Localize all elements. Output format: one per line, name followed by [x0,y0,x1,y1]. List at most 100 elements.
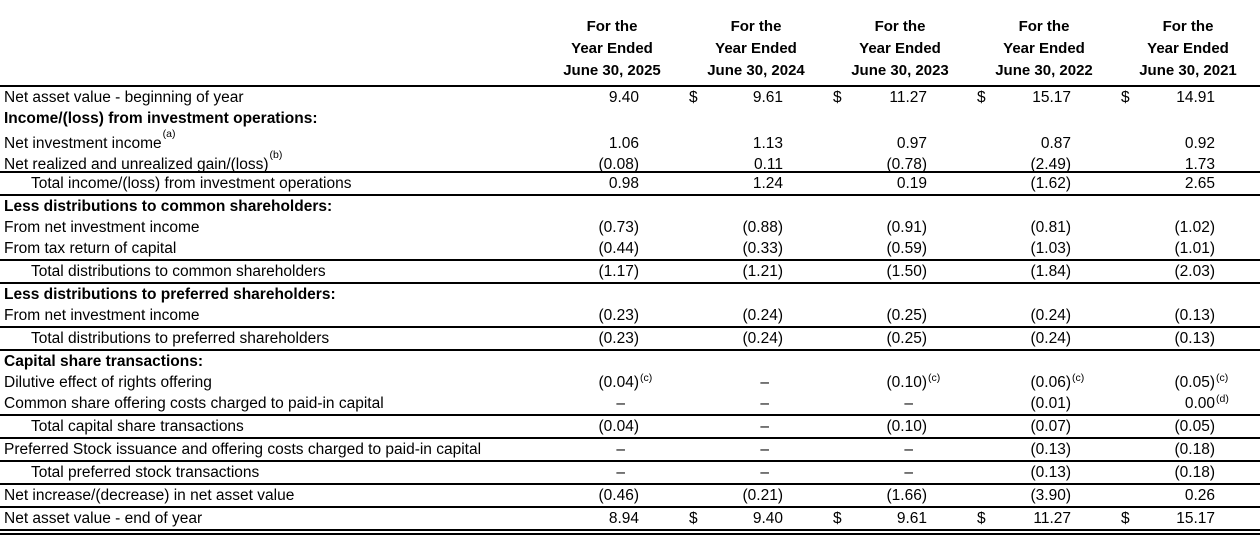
value-cell: (0.46) [540,485,684,506]
cell-value: (0.04) (c) [599,372,653,393]
cell-value: 0.92 [1184,135,1215,153]
value-cell: (0.04) [540,416,684,437]
cell-value: (0.01) [1030,395,1072,412]
value-cell: (1.84) [972,261,1116,282]
cell-value: (0.91) [886,219,928,236]
cell-value: (1.62) [1030,175,1072,192]
row-label: Total income/(loss) from investment oper… [31,175,352,192]
cell-value: – [760,374,769,391]
value-cell: (0.07) [972,416,1116,437]
table-row: Capital share transactions: [0,351,1260,372]
dollar-sign: $ [833,89,842,106]
cell-value: – [616,441,625,458]
row-label: Net increase/(decrease) in net asset val… [4,487,295,504]
value-cell: – [684,393,828,414]
value-cell: (1.02) [1116,217,1260,238]
column-header: For the Year Ended June 30, 2021 [1139,18,1237,79]
cell-value: – [760,395,769,412]
cell-value: (3.90) [1030,487,1072,504]
cell-value: (0.08) [598,156,640,174]
cell-value: (0.88) [742,219,784,236]
cell-value: (0.05) (c) [1175,372,1229,393]
row-label: Total distributions to preferred shareho… [31,330,330,347]
value-cell: 1.73 [1116,154,1260,175]
cell-value: (1.84) [1030,263,1072,280]
cell-value: 14.91 [1176,89,1215,106]
value-cell: (0.18) [1116,462,1260,483]
footnote-marker: (a) [162,129,176,140]
value-cell: $9.61 [684,87,828,108]
cell-value: (0.24) [1030,307,1072,324]
cell-value: (0.21) [742,487,784,504]
row-label: From net investment income [4,307,200,324]
row-label: Income/(loss) from investment operations… [4,110,318,127]
dollar-sign: $ [689,89,698,106]
cell-value: 1.06 [608,135,639,153]
row-label: Dilutive effect of rights offering [4,374,212,391]
cell-value: – [760,418,769,435]
cell-value: (1.21) [742,263,784,280]
value-cell: 1.06 [540,133,684,154]
value-cell: (1.21) [684,261,828,282]
value-cell: (0.13) [972,462,1116,483]
cell-value: 11.27 [1033,510,1071,527]
cell-value: (0.06) (c) [1031,372,1085,393]
cell-value: – [904,441,913,458]
value-cell: – [540,462,684,483]
value-cell: $15.17 [1116,508,1260,529]
table-row: Net realized and unrealized gain/(loss)(… [0,150,1260,173]
value-cell: (0.21) [684,485,828,506]
cell-value: (0.18) [1174,441,1216,458]
row-label: Net realized and unrealized gain/(loss)(… [4,150,283,174]
value-cell: (0.24) [972,328,1116,349]
table-row: Total income/(loss) from investment oper… [0,173,1260,196]
row-label: Net investment income(a) [4,129,176,153]
value-cell: (1.66) [828,485,972,506]
cell-value: (0.81) [1030,219,1072,236]
cell-value: (1.02) [1174,219,1216,236]
cell-value: (1.03) [1030,240,1072,257]
cell-value: 1.13 [752,135,783,153]
footnote-marker: (d) [1216,393,1229,405]
table-body: Net asset value - beginning of year 9.40 $… [0,87,1260,535]
value-cell: (0.88) [684,217,828,238]
value-cell: $15.17 [972,87,1116,108]
cell-value: – [904,395,913,412]
cell-value: 0.87 [1040,135,1071,153]
value-cell: (0.10) (c) [828,372,972,393]
cell-value: 15.17 [1032,89,1071,106]
value-cell: (0.33) [684,238,828,259]
value-cell: (0.04) (c) [540,372,684,393]
row-label: Capital share transactions: [4,353,203,370]
cell-value: 9.40 [608,89,639,106]
dollar-sign: $ [977,89,986,106]
value-cell: (0.25) [828,328,972,349]
value-cell: (0.10) [828,416,972,437]
value-cell: 0.00 (d) [1116,393,1260,414]
value-cell: $11.27 [828,87,972,108]
value-cell: (1.17) [540,261,684,282]
value-cell: 2.65 [1116,173,1260,194]
footnote-marker: (c) [1216,372,1229,384]
value-cell: (0.08) [540,154,684,175]
cell-value: (0.13) [1174,307,1216,324]
value-cell: – [684,372,828,393]
value-cell: 8.94 [540,508,684,529]
table-row: Dilutive effect of rights offering (0.04)… [0,372,1260,393]
cell-value: (0.25) [886,307,928,324]
cell-value: (0.13) [1030,441,1072,458]
footnote-marker: (b) [269,150,283,161]
value-cell: (0.05) (c) [1116,372,1260,393]
table-row: Less distributions to common shareholder… [0,196,1260,217]
cell-value: (0.25) [886,330,928,347]
table-row: Net asset value - beginning of year 9.40 $… [0,87,1260,108]
cell-value: (2.03) [1174,263,1216,280]
cell-value: (1.66) [886,487,928,504]
value-cell: $14.91 [1116,87,1260,108]
cell-value: (0.23) [598,330,640,347]
table-row: Total capital share transactions (0.04) – (… [0,416,1260,439]
cell-value: (1.50) [886,263,928,280]
value-cell: (1.03) [972,238,1116,259]
cell-value: 0.00 (d) [1185,393,1229,414]
value-cell: (0.23) [540,328,684,349]
